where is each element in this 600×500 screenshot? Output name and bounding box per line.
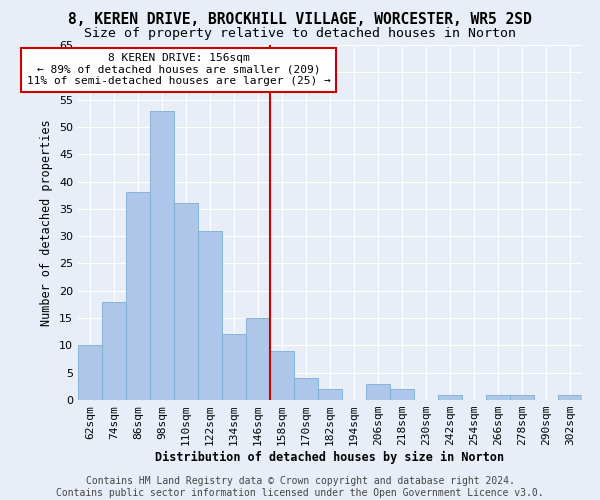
Bar [318,389,342,400]
Bar [102,302,126,400]
Bar [390,389,414,400]
Bar [438,394,462,400]
X-axis label: Distribution of detached houses by size in Norton: Distribution of detached houses by size … [155,451,505,464]
Text: 8, KEREN DRIVE, BROCKHILL VILLAGE, WORCESTER, WR5 2SD: 8, KEREN DRIVE, BROCKHILL VILLAGE, WORCE… [68,12,532,28]
Bar [558,394,582,400]
Bar [366,384,390,400]
Bar [294,378,318,400]
Bar [78,346,102,400]
Bar [222,334,246,400]
Bar [246,318,270,400]
Text: Size of property relative to detached houses in Norton: Size of property relative to detached ho… [84,28,516,40]
Y-axis label: Number of detached properties: Number of detached properties [40,119,53,326]
Bar [126,192,150,400]
Bar [510,394,534,400]
Bar [198,230,222,400]
Bar [174,204,198,400]
Text: Contains HM Land Registry data © Crown copyright and database right 2024.
Contai: Contains HM Land Registry data © Crown c… [56,476,544,498]
Bar [150,110,174,400]
Text: 8 KEREN DRIVE: 156sqm
← 89% of detached houses are smaller (209)
11% of semi-det: 8 KEREN DRIVE: 156sqm ← 89% of detached … [27,53,331,86]
Bar [486,394,510,400]
Bar [270,351,294,400]
